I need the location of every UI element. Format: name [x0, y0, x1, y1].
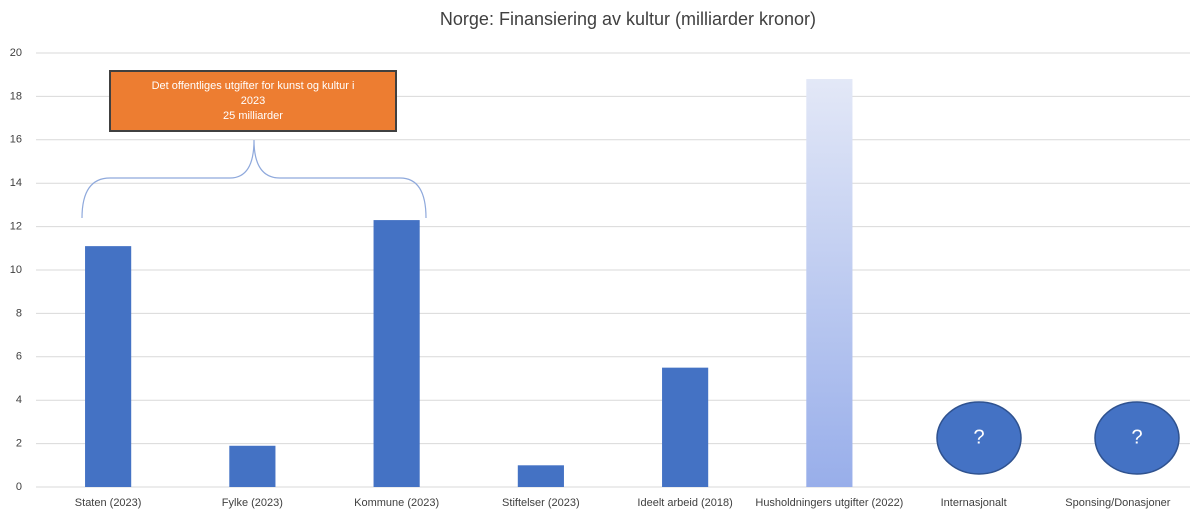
unknown-marker	[936, 401, 1022, 475]
y-tick-label: 0	[16, 481, 22, 493]
y-tick-label: 6	[16, 351, 22, 363]
annotation-text: Det offentliges utgifter for kunst og ku…	[152, 80, 355, 92]
y-tick-label: 16	[10, 134, 22, 146]
annotation-text: ?	[1131, 426, 1142, 448]
x-tick-label: Husholdningers utgifter (2022)	[755, 497, 903, 509]
annotation-text: 25 milliarder	[223, 110, 283, 122]
x-tick-label: Internasjonalt	[941, 497, 1007, 509]
annotation-box	[109, 70, 397, 132]
y-tick-label: 18	[10, 90, 22, 102]
bar	[806, 79, 853, 487]
bar	[662, 367, 709, 487]
annotation-text: 2023	[241, 95, 265, 107]
x-tick-label: Ideelt arbeid (2018)	[637, 497, 732, 509]
y-tick-label: 12	[10, 221, 22, 233]
y-tick-label: 20	[10, 47, 22, 59]
x-tick-label: Staten (2023)	[75, 497, 142, 509]
y-tick-label: 8	[16, 307, 22, 319]
brace	[81, 139, 427, 219]
x-tick-label: Kommune (2023)	[354, 497, 439, 509]
bar	[517, 465, 564, 487]
y-tick-label: 10	[10, 264, 22, 276]
bar	[373, 220, 420, 487]
plot-area: 0 2 4 6 8 10 12 14 16 18 20 Staten (2023) Fylke (202…	[10, 47, 1190, 509]
y-tick-label: 2	[16, 438, 22, 450]
chart-title: Norge: Finansiering av kultur (milliarde…	[440, 9, 816, 29]
x-tick-label: Fylke (2023)	[222, 497, 283, 509]
x-tick-label: Stiftelser (2023)	[502, 497, 580, 509]
annotation-text: ?	[973, 426, 984, 448]
bar	[85, 246, 132, 487]
x-tick-label: Sponsing/Donasjoner	[1065, 497, 1171, 509]
bar	[229, 445, 276, 487]
y-tick-label: 4	[16, 394, 22, 406]
y-tick-label: 14	[10, 177, 22, 189]
unknown-marker	[1094, 401, 1180, 475]
